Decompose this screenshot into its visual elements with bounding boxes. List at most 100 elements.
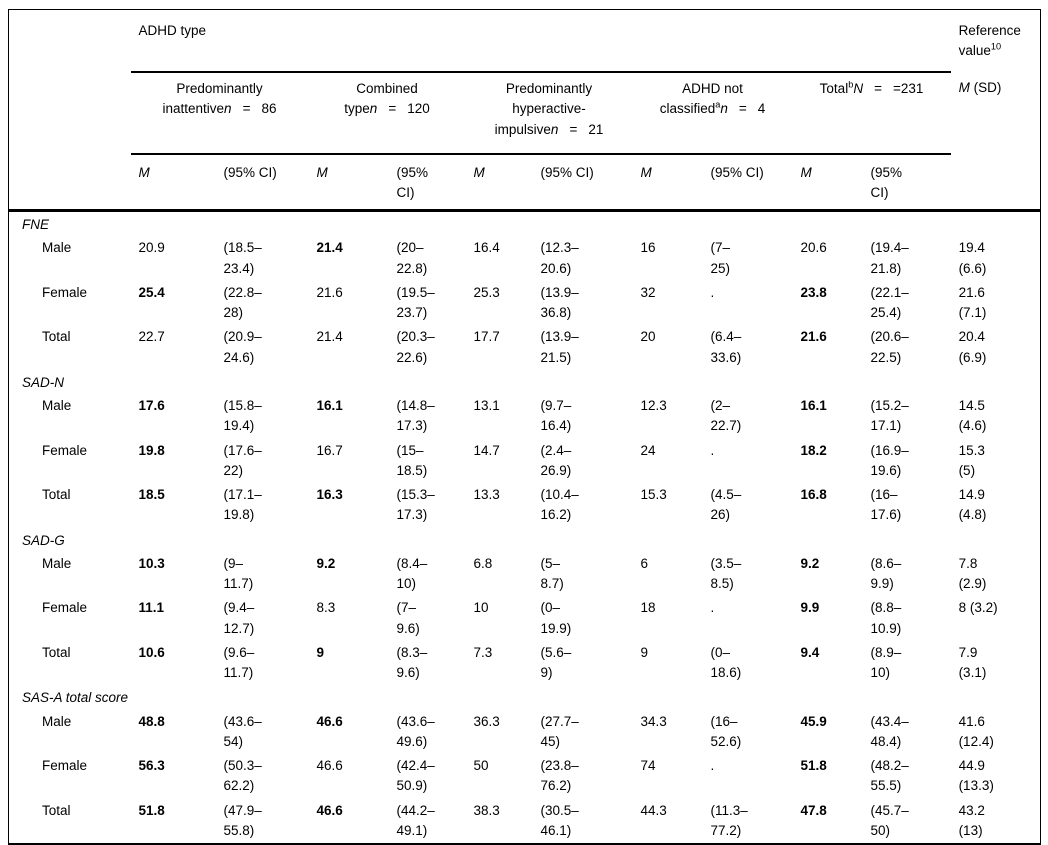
ci-value: (19.5– 23.7) xyxy=(396,284,435,320)
m-value: 21.6 xyxy=(316,284,343,300)
ci-value: (15– 18.5) xyxy=(396,442,428,478)
group-header-combined: Combined typen = 120 xyxy=(308,72,466,155)
reference-value: 43.2 (13) xyxy=(950,798,1041,845)
data-row: Female 25.4 (22.8– 28) 21.6 (19.5– 23.7) 25.3… xyxy=(9,281,1041,326)
reference-value: 14.5 (4.6) xyxy=(958,398,987,434)
row-label: Male xyxy=(42,398,72,413)
ci-value: (17.6– 22) xyxy=(223,442,262,478)
m-value: 9.9 xyxy=(800,600,820,616)
ci-value: (8.8– 10.9) xyxy=(870,600,902,636)
reference-value: 7.9 (3.1) xyxy=(958,644,987,680)
m-value: 17.6 xyxy=(138,398,165,413)
m-value: 18.5 xyxy=(138,487,165,502)
row-label: Female xyxy=(42,284,88,300)
ci-value: (15.3– 17.3) xyxy=(396,487,435,523)
section-header-row: FNE xyxy=(9,211,1041,237)
ci-value: (48.2– 55.5) xyxy=(870,758,909,794)
m-value: 22.7 xyxy=(138,329,165,345)
reference-value: 44.9 (13.3) xyxy=(958,758,994,794)
section-label: FNE xyxy=(22,217,49,232)
section-label: SAD-N xyxy=(22,374,65,390)
corner-cell xyxy=(9,10,131,73)
section-header-row: SAS-A total score xyxy=(9,685,1041,709)
ci-value: (3.5– 8.5) xyxy=(710,555,742,591)
data-row: Male 48.8 (43.6– 54) 46.6 (43.6– 49.6) 36.3 (2… xyxy=(9,710,1041,755)
section-header-row: SAD-G xyxy=(9,528,1041,552)
ci-column-header: (95% CI) xyxy=(702,154,793,212)
ci-value: (8.6– 9.9) xyxy=(870,555,902,591)
reference-value: 14.9 (4.8) xyxy=(958,487,987,523)
ci-value: . xyxy=(710,442,715,458)
m-column-header: M xyxy=(130,154,216,212)
ci-value: (18.5– 23.4) xyxy=(223,240,262,276)
m-value: 44.3 xyxy=(632,798,703,845)
ci-value: (20– 22.8) xyxy=(396,240,428,276)
ci-value: (0– 19.9) xyxy=(540,600,572,636)
m-value: 9 xyxy=(316,644,325,660)
ci-value: (43.6– 49.6) xyxy=(396,713,435,749)
m-value: 9.4 xyxy=(800,644,820,660)
header-row-groups: Predominantly inattentiven = 86 Combined t… xyxy=(9,72,1041,155)
m-value: 34.3 xyxy=(640,713,667,729)
ci-value: (6.4– 33.6) xyxy=(710,329,742,365)
ci-value: (16– 52.6) xyxy=(710,713,742,749)
m-value: 14.7 xyxy=(473,442,500,458)
m-value: 48.8 xyxy=(138,713,165,729)
m-value: 18.2 xyxy=(800,442,827,458)
adhd-type-label: ADHD type xyxy=(138,23,207,38)
reference-value-header: Reference value10 xyxy=(958,23,1021,59)
ci-value: (2.4– 26.9) xyxy=(540,442,572,478)
empty-cell xyxy=(950,154,1041,212)
reference-value: 7.8 (2.9) xyxy=(958,555,987,591)
group-header-hyperactive: Predominantly hyperactive- impulsiven = 21 xyxy=(465,72,633,155)
m-value: 51.8 xyxy=(800,758,827,773)
group-header-inattentive: Predominantly inattentiven = 86 xyxy=(130,72,309,155)
m-value: 16.7 xyxy=(316,442,343,458)
ci-value: (8.4– 10) xyxy=(396,555,428,591)
m-value: 24 xyxy=(640,442,656,458)
m-value: 9 xyxy=(640,644,649,660)
data-row: Female 11.1 (9.4– 12.7) 8.3 (7– 9.6) 10 (0– 19… xyxy=(9,596,1041,641)
m-value: 50 xyxy=(473,758,489,773)
m-value: 47.8 xyxy=(792,798,863,845)
ci-value: (8.9– 10) xyxy=(870,644,902,680)
m-value: 10.3 xyxy=(138,555,165,571)
data-row: Male 10.3 (9– 11.7) 9.2 (8.4– 10) 6.8 (5– 8.7)… xyxy=(9,552,1041,597)
m-value: 46.6 xyxy=(316,758,343,773)
header-row-measures: M (95% CI) M (95% CI) M (95% CI) M (95% … xyxy=(8,154,1041,212)
m-value: 9.2 xyxy=(316,555,336,571)
section-label: SAD-G xyxy=(22,532,65,548)
group-header-not-classified: ADHD not classifiedan = 4 xyxy=(632,72,793,155)
adhd-statistics-table: ADHD type Reference value10 Predominantl… xyxy=(8,9,1042,845)
m-value: 21.4 xyxy=(316,240,343,256)
m-value: 13.3 xyxy=(473,487,500,502)
reference-value: 15.3 (5) xyxy=(958,442,985,478)
ci-value: . xyxy=(710,284,715,300)
m-value: 32 xyxy=(640,284,656,300)
ci-value: (16– 17.6) xyxy=(870,487,902,523)
section-header-row: SAD-N xyxy=(9,370,1041,394)
ci-value: (4.5– 26) xyxy=(710,487,742,523)
ci-value: (7– 9.6) xyxy=(396,600,420,636)
row-label: Male xyxy=(42,555,72,571)
m-value: 21.4 xyxy=(316,329,343,345)
ci-value: (44.2– 49.1) xyxy=(388,798,466,845)
row-label: Female xyxy=(42,758,88,773)
data-row: Male 17.6 (15.8– 19.4) 16.1 (14.8– 17.3) 13.1… xyxy=(9,394,1041,439)
row-label: Total xyxy=(42,644,71,660)
row-label: Female xyxy=(42,442,88,458)
m-value: 10.6 xyxy=(138,644,165,660)
m-value: 11.1 xyxy=(138,600,165,616)
ci-value: (43.4– 48.4) xyxy=(870,713,909,749)
ci-column-header: (95% CI) xyxy=(532,154,633,212)
data-row: Male 20.9 (18.5– 23.4) 21.4 (20– 22.8) 16.4 (1… xyxy=(9,236,1041,281)
ci-value: (14.8– 17.3) xyxy=(396,398,435,434)
m-value: 20.6 xyxy=(800,240,827,256)
m-value: 20.9 xyxy=(138,240,165,256)
row-label: Female xyxy=(42,600,88,616)
msd-header: M (SD) xyxy=(958,80,1002,95)
empty-cell xyxy=(8,154,131,212)
m-value: 25.3 xyxy=(473,284,500,300)
ci-value: (16.9– 19.6) xyxy=(870,442,909,478)
m-value: 15.3 xyxy=(640,487,667,502)
